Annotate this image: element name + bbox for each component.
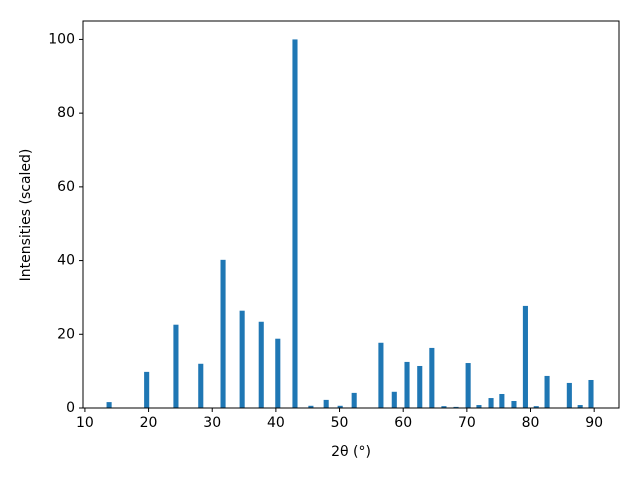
bar — [499, 393, 505, 408]
y-tick-label: 100 — [48, 31, 75, 47]
bar — [323, 399, 329, 408]
bar — [404, 361, 410, 408]
bar — [566, 382, 572, 408]
bar — [292, 39, 298, 409]
bar — [378, 342, 384, 408]
bar — [198, 363, 204, 408]
bar — [106, 402, 112, 408]
x-tick-label: 60 — [394, 415, 412, 431]
x-tick-label: 10 — [76, 415, 94, 431]
bar — [476, 405, 482, 408]
bar — [522, 305, 528, 408]
bar — [239, 310, 245, 408]
bar — [465, 363, 471, 408]
y-tick-label: 40 — [57, 253, 75, 269]
bar — [351, 392, 357, 408]
bar — [258, 321, 264, 408]
y-tick-label: 20 — [57, 326, 75, 342]
y-axis-label: Intensities (scaled) — [18, 149, 34, 282]
y-tick-label: 60 — [57, 179, 75, 195]
x-tick-label: 90 — [585, 415, 603, 431]
bar — [391, 391, 397, 408]
plot-frame — [82, 20, 620, 409]
bar — [544, 375, 550, 408]
bar — [429, 347, 435, 408]
bar — [533, 406, 539, 408]
bar — [441, 406, 447, 408]
bar — [417, 365, 423, 408]
x-tick-label: 30 — [203, 415, 221, 431]
bar — [144, 371, 150, 408]
bar — [488, 398, 494, 408]
bar — [577, 405, 583, 408]
bar — [511, 400, 517, 408]
x-tick-label: 20 — [140, 415, 158, 431]
bar — [173, 324, 179, 408]
x-tick-label: 80 — [522, 415, 540, 431]
bar — [275, 338, 281, 408]
bar — [308, 405, 314, 408]
y-tick-label: 80 — [57, 105, 75, 121]
x-tick-label: 40 — [267, 415, 285, 431]
bar — [220, 259, 226, 408]
x-tick-label: 70 — [458, 415, 476, 431]
y-tick-label: 0 — [66, 400, 75, 416]
x-axis-label: 2θ (°) — [331, 444, 371, 460]
x-tick-label: 50 — [331, 415, 349, 431]
bar — [337, 405, 343, 408]
bar — [588, 379, 594, 408]
bar — [453, 406, 459, 408]
